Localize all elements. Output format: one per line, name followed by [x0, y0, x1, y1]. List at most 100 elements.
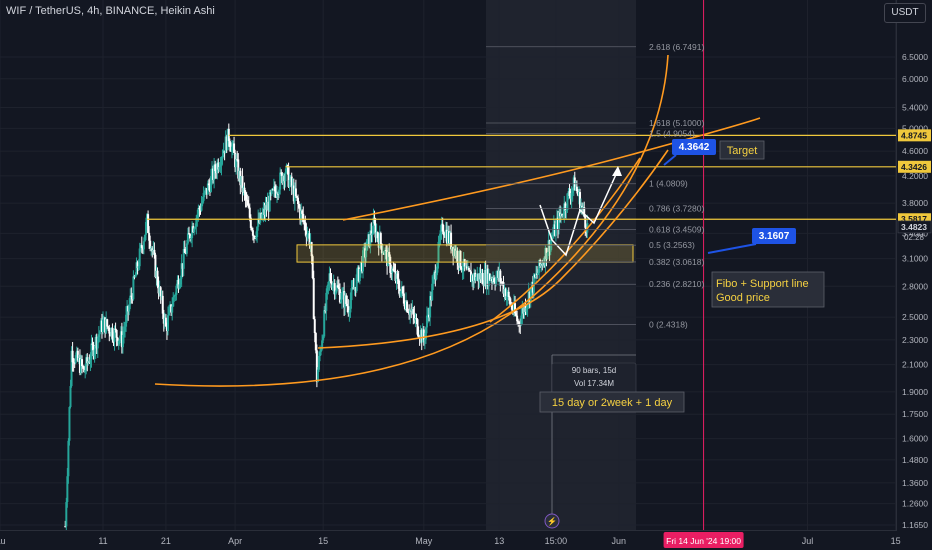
candle-body: [64, 526, 67, 528]
arc-curve-inner[interactable]: [317, 149, 669, 349]
candle-body: [353, 286, 356, 290]
candle-body: [584, 216, 587, 228]
candle-body: [449, 232, 452, 243]
candle-body: [66, 476, 69, 503]
candle-body: [65, 502, 68, 527]
candle-body: [190, 238, 193, 240]
time-tick: Jul: [802, 536, 814, 546]
candle-body: [467, 267, 470, 271]
candle-body: [536, 273, 539, 275]
candle-body: [131, 296, 134, 300]
candle-body: [267, 201, 270, 212]
candle-body: [329, 273, 332, 282]
price-tick: 3.4000: [902, 228, 928, 238]
candle-body: [184, 252, 187, 254]
candle-body: [289, 176, 292, 180]
candle-body: [374, 223, 377, 238]
candle-body: [392, 268, 395, 271]
candle-body: [268, 192, 271, 212]
price-label-box: [897, 220, 932, 234]
fib-level-label: 1.5 (4.9054): [649, 129, 695, 139]
candle-body: [248, 207, 251, 218]
candle-body: [452, 246, 455, 256]
projection-path[interactable]: [539, 169, 619, 257]
candle-body: [199, 209, 202, 211]
candle-body: [442, 231, 445, 236]
candle-body: [561, 213, 564, 217]
symbol-title[interactable]: WIF / TetherUS, 4h, BINANCE, Heikin Ashi: [6, 5, 215, 17]
callout-price-mid[interactable]: [752, 228, 796, 244]
candle-body: [88, 361, 91, 363]
candle-body: [218, 166, 221, 170]
candle-body: [326, 285, 329, 293]
callout-price-top[interactable]: [672, 139, 716, 155]
candle-body: [377, 238, 380, 248]
fib-retracement[interactable]: 2.618 (6.7491) 1.618 (5.1000)1.5 (4.9054)…: [486, 42, 704, 330]
candle-body: [463, 259, 466, 267]
candle-body: [579, 192, 582, 211]
fibo-note-box[interactable]: [711, 271, 825, 308]
candle-body: [462, 259, 465, 271]
candle-body: [311, 256, 314, 279]
candle-body: [431, 283, 434, 301]
target-box[interactable]: [719, 140, 765, 160]
price-tick: 1.3600: [902, 478, 928, 488]
candle-body: [465, 266, 468, 270]
candle-body: [158, 287, 161, 294]
candle-body: [130, 295, 133, 297]
candle-body: [458, 250, 461, 266]
candle-body: [358, 269, 361, 282]
candle-body: [144, 222, 147, 235]
candle-body: [87, 361, 90, 364]
candle-body: [196, 214, 199, 219]
candle-body: [102, 319, 104, 332]
candle-body: [219, 166, 222, 168]
candle-body: [398, 288, 401, 296]
candle-body: [548, 240, 551, 252]
candle-body: [390, 272, 393, 274]
candle-body: [425, 315, 428, 328]
candle-body: [341, 292, 344, 300]
arc-curve-upper[interactable]: [342, 117, 761, 221]
candle-body: [167, 315, 169, 332]
time-tick: Apr: [228, 536, 242, 546]
candle-body: [308, 233, 311, 245]
candle-body: [477, 273, 480, 282]
candle-body: [460, 267, 463, 271]
candle-body: [200, 204, 203, 211]
candle-body: [221, 156, 224, 159]
candle-series: [64, 123, 589, 532]
currency-button[interactable]: USDT: [884, 3, 926, 23]
candle-body: [330, 281, 333, 288]
candle-body: [468, 270, 471, 272]
candle-body: [159, 287, 162, 298]
candle-body: [113, 328, 116, 342]
candle-body: [237, 159, 240, 179]
arc-curve-outer[interactable]: [154, 54, 669, 387]
support-zone[interactable]: [296, 244, 634, 263]
drawings-layer[interactable]: 90 bars, 15d Vol 17.34M 15 day or 2week + …: [147, 0, 896, 530]
cursor-date-label: Fri 14 Jun '24 19:00: [666, 536, 741, 546]
candle-body: [471, 275, 474, 283]
candle-body: [370, 230, 373, 236]
candle-body: [481, 273, 484, 285]
candle-body: [531, 282, 534, 293]
candle-body: [521, 308, 524, 316]
lightning-icon[interactable]: [544, 513, 560, 529]
candle-body: [568, 191, 571, 196]
candle-body: [369, 230, 372, 247]
candle-body: [234, 152, 237, 168]
candle-body: [565, 210, 568, 212]
candle-body: [238, 170, 241, 179]
range-note-label: 15 day or 2week + 1 day: [552, 397, 673, 409]
range-note-box[interactable]: [539, 391, 685, 413]
candle-body: [437, 241, 440, 263]
candle-body: [258, 218, 261, 223]
candle-body: [225, 136, 228, 151]
candle-body: [266, 201, 269, 210]
candle-body: [89, 359, 92, 363]
fib-level-label: 0.618 (3.4509): [649, 224, 704, 234]
fib-level-label: 2.618 (6.7491): [649, 42, 704, 52]
candle-body: [337, 287, 340, 290]
